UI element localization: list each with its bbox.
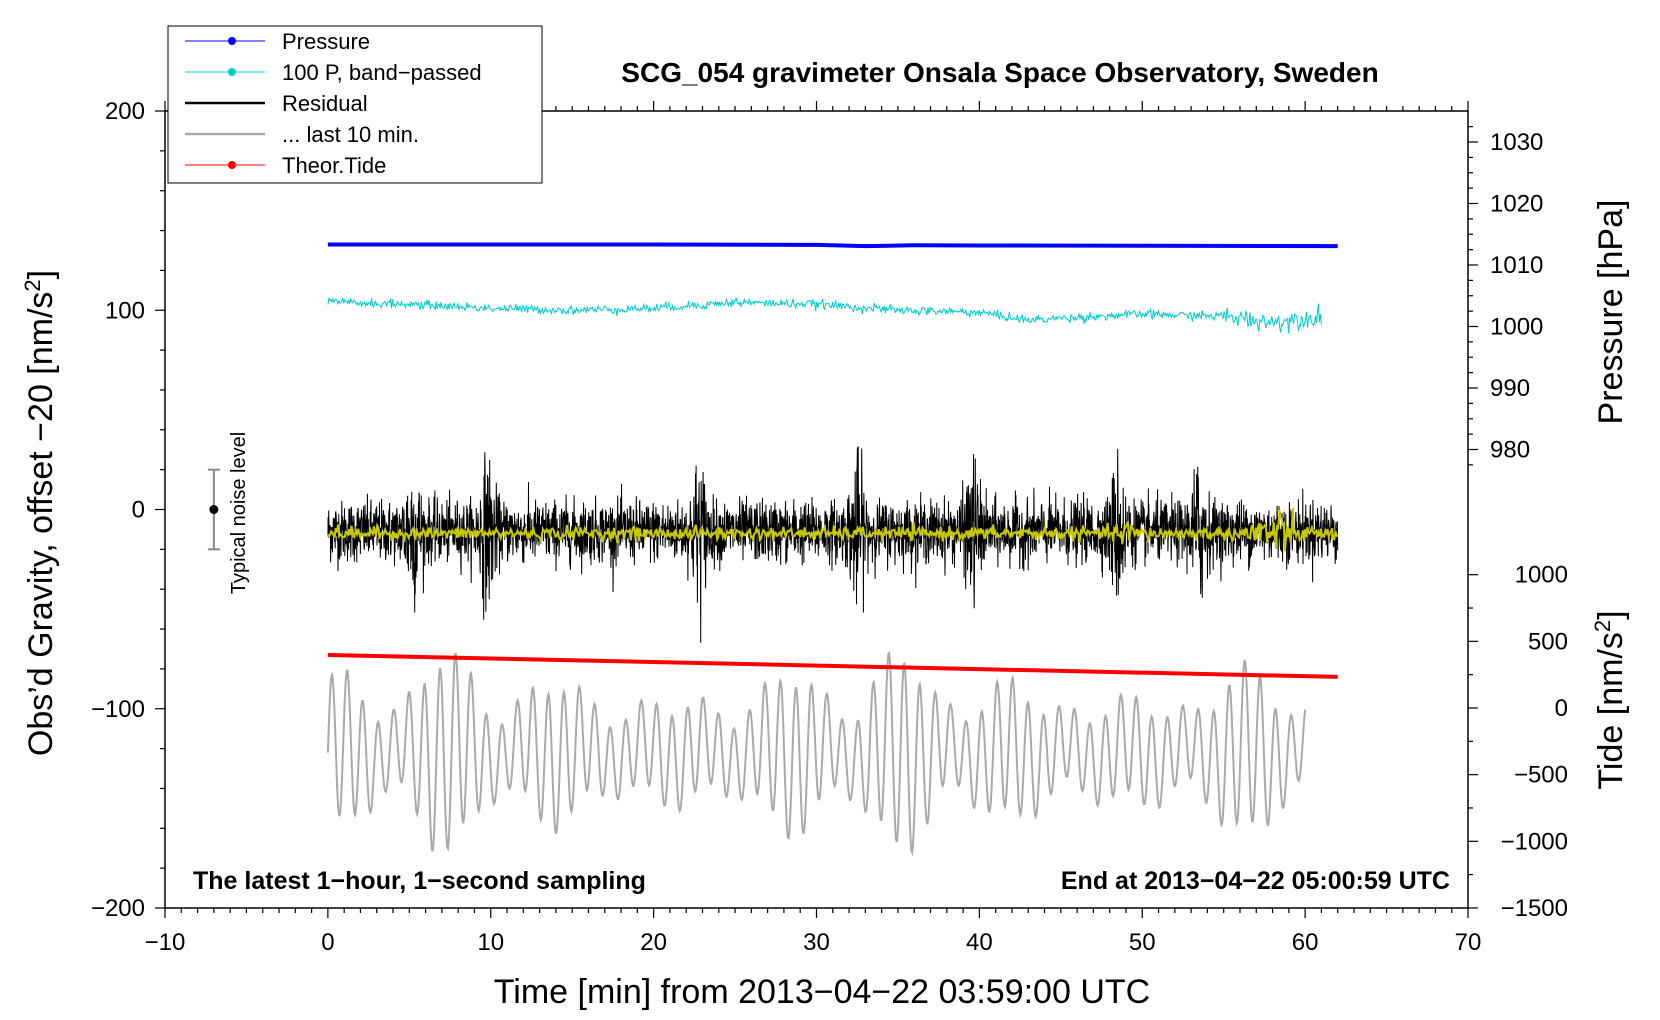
- x-tick-label: −10: [145, 929, 186, 956]
- x-tick-label: 20: [640, 929, 667, 956]
- chart-title: SCG_054 gravimeter Onsala Space Observat…: [621, 57, 1378, 88]
- x-tick-label: 10: [477, 929, 504, 956]
- legend-label: Theor.Tide: [282, 153, 386, 178]
- y-tick-label: 100: [105, 297, 145, 324]
- noise-level-marker: [207, 468, 220, 551]
- legend: Pressure 100 P, band−passed Residual ... la…: [167, 25, 543, 184]
- x-tick-label: 40: [966, 929, 993, 956]
- tide-tick-label: 1000: [1515, 562, 1568, 589]
- legend-label: Pressure: [282, 29, 370, 54]
- annotation-end-time: End at 2013−04−22 05:00:59 UTC: [1061, 867, 1450, 895]
- tide-tick-label: 500: [1528, 628, 1568, 655]
- tide-tick-label: −1000: [1501, 828, 1568, 855]
- pressure-tick-label: 1010: [1490, 252, 1543, 279]
- legend-label: 100 P, band−passed: [282, 60, 482, 85]
- y-tick-label: 200: [105, 98, 145, 125]
- y-axis-label-tide: Tide [nm/s2]: [1590, 610, 1631, 789]
- pressure-tick-label: 980: [1490, 437, 1530, 464]
- pressure-tick-label: 1030: [1490, 129, 1543, 156]
- x-tick-label: 60: [1292, 929, 1319, 956]
- x-tick-label: 70: [1455, 929, 1482, 956]
- tide-tick-label: −500: [1514, 762, 1568, 789]
- series-pressure-line: [327, 242, 1338, 249]
- legend-label: ... last 10 min.: [282, 122, 419, 147]
- y-axis-label-tide-main: Tide [nm/s: [1592, 632, 1630, 789]
- series-last-10-min-line: [326, 651, 1307, 857]
- legend-swatch-marker: [228, 37, 236, 45]
- legend-label: Residual: [282, 91, 368, 116]
- y-axis-label-left-sup: 2: [20, 279, 45, 291]
- y-axis-label-tide-end: ]: [1592, 610, 1630, 619]
- series-layer: [326, 242, 1339, 857]
- x-tick-label: 50: [1129, 929, 1156, 956]
- series-band-passed-line: [327, 296, 1322, 334]
- pressure-tick-label: 1020: [1490, 191, 1543, 218]
- tide-tick-label: −1500: [1501, 895, 1568, 922]
- y-tick-label: −100: [91, 696, 145, 723]
- y-tick-label: 0: [132, 497, 145, 524]
- axis-ticks: −10 0 10 20 30 40 50 60 70−200−10001002009809901…: [91, 98, 1568, 956]
- legend-box: [167, 25, 543, 184]
- legend-swatch-marker: [228, 68, 236, 76]
- y-tick-label: −200: [91, 895, 145, 922]
- series-residual-line: [327, 446, 1339, 643]
- y-axis-label-left-main: Obs’d Gravity, offset −20 [nm/s: [22, 292, 60, 757]
- y-axis-label-tide-sup: 2: [1590, 620, 1615, 632]
- x-tick-label: 0: [321, 929, 334, 956]
- series-smoothed-residual-line: [327, 507, 1339, 552]
- y-axis-label-left-end: ]: [22, 270, 60, 279]
- pressure-tick-label: 990: [1490, 375, 1530, 402]
- y-axis-label-pressure: Pressure [hPa]: [1592, 200, 1630, 425]
- y-axis-label-left: Obs’d Gravity, offset −20 [nm/s2]: [20, 270, 61, 756]
- noise-level-label: Typical noise level: [228, 432, 250, 594]
- pressure-tick-label: 1000: [1490, 314, 1543, 341]
- legend-swatch-marker: [228, 161, 236, 169]
- annotation-sampling: The latest 1−hour, 1−second sampling: [193, 867, 646, 895]
- tide-tick-label: 0: [1555, 695, 1568, 722]
- x-axis-label: Time [min] from 2013−04−22 03:59:00 UTC: [494, 973, 1150, 1011]
- x-tick-label: 30: [803, 929, 830, 956]
- series-theor-tide-line: [327, 653, 1338, 679]
- noise-bar-center-dot: [209, 505, 219, 514]
